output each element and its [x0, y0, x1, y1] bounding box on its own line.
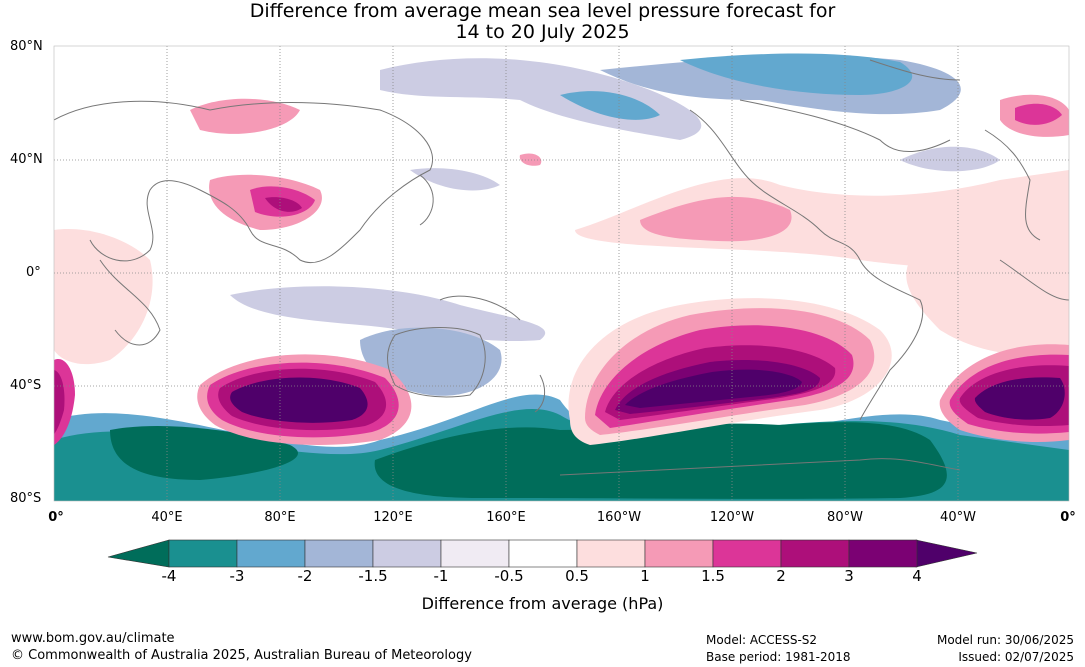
colorbar-cell [168, 539, 238, 568]
colorbar-tick: -1 [433, 567, 449, 585]
colorbar-tick: -2 [297, 567, 313, 585]
colorbar-cell [304, 539, 374, 568]
colorbar-tick: 1.5 [701, 567, 725, 585]
lon-label: 0° [1060, 510, 1076, 525]
colorbar-cell [236, 539, 306, 568]
lon-label: 80°W [827, 510, 863, 525]
lon-label: 40°E [151, 510, 183, 525]
lon-label: 120°E [373, 510, 413, 525]
colorbar-tick: -4 [161, 567, 177, 585]
map-title-line2: 14 to 20 July 2025 [455, 21, 630, 43]
colorbar-tick: 2 [776, 567, 786, 585]
colorbar-cell [712, 539, 782, 568]
colorbar [107, 539, 978, 568]
lon-label: 0° [48, 510, 64, 525]
colorbar-cell [780, 539, 850, 568]
lon-label: 160°W [596, 510, 642, 525]
lat-label: 0° [26, 265, 41, 280]
colorbar-tick: -1.5 [358, 567, 388, 585]
anomaly-field [54, 46, 1069, 501]
lon-label: 40°W [940, 510, 976, 525]
colorbar-tick: 1 [640, 567, 650, 585]
colorbar-cell [848, 539, 918, 568]
colorbar-tick: -3 [229, 567, 245, 585]
map-frame [53, 45, 1070, 502]
colorbar-tick: 3 [844, 567, 854, 585]
colorbar-low-extend [107, 539, 170, 568]
map-title-line1: Difference from average mean sea level p… [249, 0, 836, 22]
lat-label: 80°N [10, 39, 43, 54]
lon-label: 80°E [264, 510, 296, 525]
colorbar-tick: 4 [912, 567, 922, 585]
colorbar-tick: -0.5 [494, 567, 524, 585]
issued-date: Issued: 02/07/2025 [958, 650, 1074, 664]
lat-label: 40°N [10, 152, 43, 167]
colorbar-tick: 0.5 [565, 567, 589, 585]
colorbar-cell [440, 539, 510, 568]
model-name: Model: ACCESS-S2 [706, 633, 818, 647]
website-link[interactable]: www.bom.gov.au/climate [11, 631, 175, 646]
colorbar-cell [576, 539, 646, 568]
colorbar-label: Difference from average (hPa) [421, 594, 664, 613]
colorbar-high-extend [915, 539, 978, 568]
copyright-text: © Commonwealth of Australia 2025, Austra… [11, 648, 472, 663]
lat-label: 40°S [10, 378, 42, 393]
colorbar-cell [508, 539, 578, 568]
colorbar-cell [644, 539, 714, 568]
lat-label: 80°S [10, 491, 42, 506]
model-run-date: Model run: 30/06/2025 [936, 633, 1074, 647]
lon-label: 160°E [486, 510, 526, 525]
colorbar-cell [372, 539, 442, 568]
lon-label: 120°W [709, 510, 755, 525]
base-period: Base period: 1981-2018 [706, 650, 851, 664]
